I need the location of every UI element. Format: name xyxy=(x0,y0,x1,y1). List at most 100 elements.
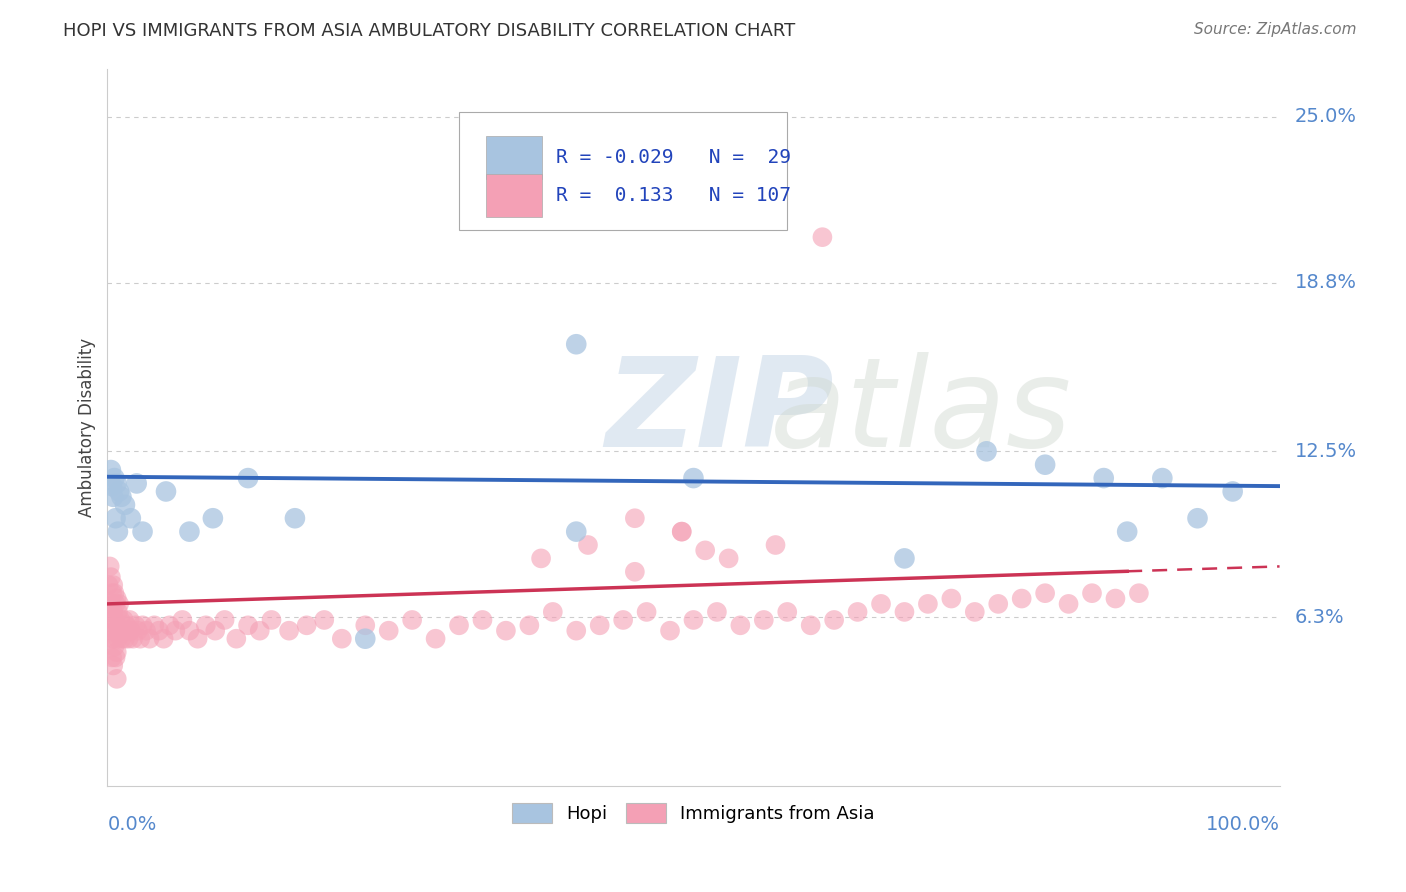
Point xyxy=(104,511,127,525)
Point xyxy=(963,605,986,619)
Point xyxy=(98,605,121,619)
Point xyxy=(682,613,704,627)
Point xyxy=(110,632,132,646)
Point xyxy=(129,632,152,646)
Point xyxy=(159,618,181,632)
Text: Source: ZipAtlas.com: Source: ZipAtlas.com xyxy=(1194,22,1357,37)
Point xyxy=(103,578,125,592)
Point xyxy=(101,632,124,646)
Point xyxy=(100,597,122,611)
Point xyxy=(103,613,125,627)
Point xyxy=(846,605,869,619)
Point xyxy=(107,524,129,539)
Point xyxy=(100,624,122,638)
Text: R =  0.133   N = 107: R = 0.133 N = 107 xyxy=(557,186,792,204)
Point xyxy=(103,490,125,504)
Point xyxy=(1152,471,1174,485)
Point xyxy=(172,613,194,627)
Point xyxy=(152,632,174,646)
Point xyxy=(695,543,717,558)
Point xyxy=(125,476,148,491)
Point xyxy=(108,597,131,611)
Point xyxy=(730,618,752,632)
Point xyxy=(165,624,187,638)
Point xyxy=(115,618,138,632)
Point xyxy=(103,632,125,646)
Point xyxy=(917,597,939,611)
Point xyxy=(124,618,146,632)
Point xyxy=(105,618,128,632)
Point xyxy=(225,632,247,646)
Point xyxy=(105,645,128,659)
Point xyxy=(1057,597,1080,611)
Y-axis label: Ambulatory Disability: Ambulatory Disability xyxy=(79,338,96,516)
Point xyxy=(249,624,271,638)
Point xyxy=(354,632,377,646)
Point xyxy=(105,591,128,606)
Point xyxy=(541,605,564,619)
Point xyxy=(103,640,125,654)
Point xyxy=(612,613,634,627)
Point xyxy=(1033,586,1056,600)
Point xyxy=(179,624,201,638)
Point xyxy=(377,624,399,638)
Point xyxy=(1033,458,1056,472)
Text: 25.0%: 25.0% xyxy=(1295,107,1357,126)
Point xyxy=(201,511,224,525)
Point xyxy=(204,624,226,638)
Point xyxy=(118,613,141,627)
Point xyxy=(97,578,120,592)
Point xyxy=(717,551,740,566)
Point xyxy=(447,618,470,632)
Point xyxy=(122,632,145,646)
Point xyxy=(495,624,517,638)
Point xyxy=(893,605,915,619)
Point xyxy=(776,605,799,619)
Point xyxy=(103,605,125,619)
Point xyxy=(103,586,125,600)
Text: HOPI VS IMMIGRANTS FROM ASIA AMBULATORY DISABILITY CORRELATION CHART: HOPI VS IMMIGRANTS FROM ASIA AMBULATORY … xyxy=(63,22,796,40)
Text: 18.8%: 18.8% xyxy=(1295,273,1357,293)
Point xyxy=(1187,511,1209,525)
Point xyxy=(823,613,845,627)
Point xyxy=(624,565,647,579)
Point xyxy=(1011,591,1033,606)
Point xyxy=(101,650,124,665)
Point xyxy=(155,484,177,499)
Point xyxy=(103,658,125,673)
Point xyxy=(135,624,157,638)
Point xyxy=(636,605,658,619)
Point xyxy=(1128,586,1150,600)
Point xyxy=(893,551,915,566)
Point xyxy=(110,490,132,504)
Bar xyxy=(486,136,543,179)
Point xyxy=(530,551,553,566)
Point xyxy=(260,613,283,627)
Point xyxy=(104,650,127,665)
Point xyxy=(98,559,121,574)
Point xyxy=(295,618,318,632)
Point xyxy=(131,524,153,539)
Text: 0.0%: 0.0% xyxy=(107,814,156,834)
Point xyxy=(1092,471,1115,485)
Point xyxy=(284,511,307,525)
Point xyxy=(112,613,135,627)
Point xyxy=(659,624,682,638)
Point xyxy=(1104,591,1126,606)
Point xyxy=(104,624,127,638)
Point xyxy=(987,597,1010,611)
Point xyxy=(1222,484,1244,499)
Point xyxy=(131,618,153,632)
Bar xyxy=(486,174,543,217)
Point xyxy=(117,624,139,638)
Point xyxy=(120,624,142,638)
Point xyxy=(111,624,134,638)
Point xyxy=(214,613,236,627)
Point xyxy=(127,624,149,638)
Point xyxy=(425,632,447,646)
Point xyxy=(354,618,377,632)
Point xyxy=(187,632,209,646)
Point xyxy=(576,538,599,552)
Text: 6.3%: 6.3% xyxy=(1295,607,1344,627)
Point xyxy=(179,524,201,539)
